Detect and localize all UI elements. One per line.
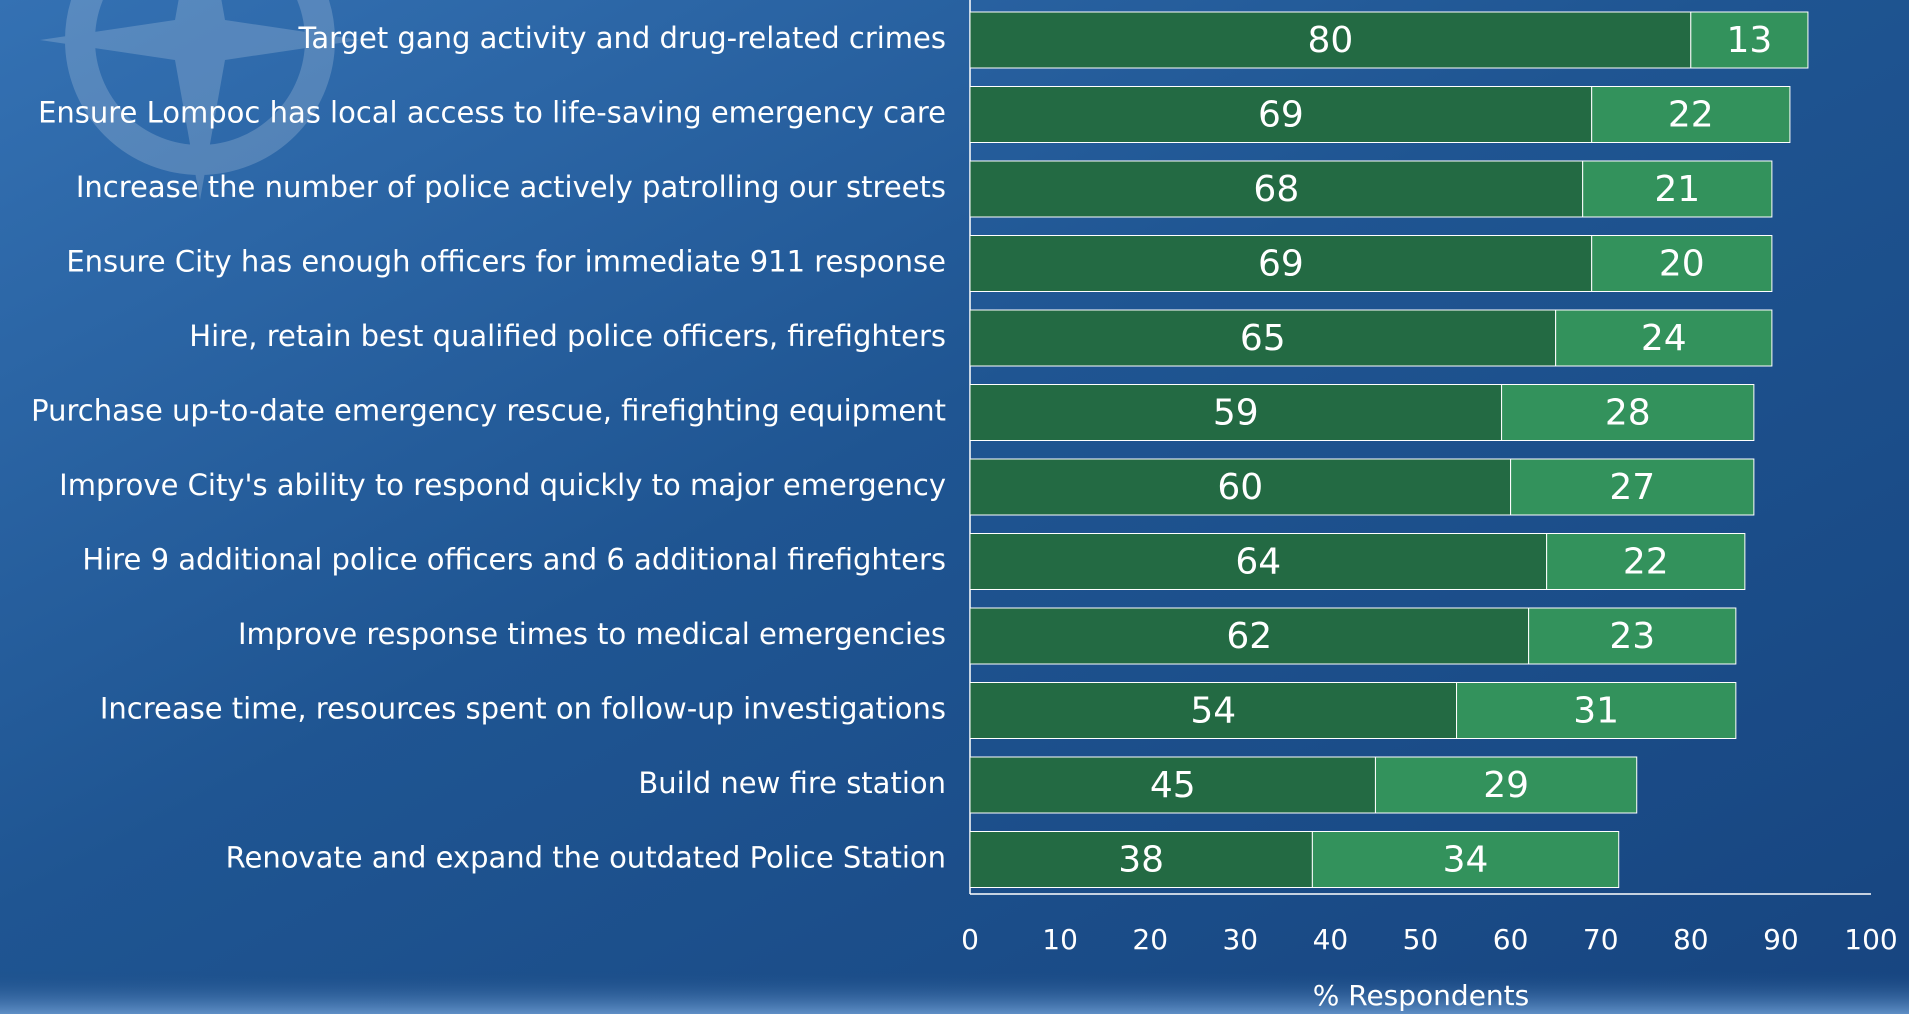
bar-segment	[1591, 235, 1773, 292]
data-label: 45	[1150, 765, 1196, 806]
category-label: Renovate and expand the outdated Police …	[226, 841, 946, 875]
category-label: Ensure City has enough officers for imme…	[66, 245, 946, 279]
category-label: Hire 9 additional police officers and 6 …	[82, 543, 946, 577]
category-label: Improve response times to medical emerge…	[238, 617, 946, 651]
bar-segment	[1582, 160, 1773, 218]
category-label: Target gang activity and drug-related cr…	[297, 21, 946, 55]
data-label: 69	[1258, 244, 1304, 285]
category-label: Build new fire station	[638, 766, 946, 800]
data-label: 28	[1605, 393, 1651, 434]
data-label: 22	[1668, 95, 1714, 136]
data-label: 22	[1623, 542, 1669, 583]
data-label: 38	[1118, 840, 1164, 881]
data-label: 31	[1573, 691, 1619, 732]
data-label: 64	[1235, 542, 1281, 583]
bar-segment	[1591, 86, 1791, 143]
category-label: Purchase up-to-date emergency rescue, fi…	[31, 394, 946, 428]
bar-segment	[969, 309, 1557, 367]
x-tick-label: 60	[1493, 923, 1529, 956]
bar-segment	[1690, 11, 1809, 69]
data-label: 59	[1213, 393, 1259, 434]
x-tick-label: 80	[1673, 923, 1709, 956]
data-label: 24	[1641, 318, 1687, 359]
data-label: 34	[1443, 840, 1489, 881]
data-label: 60	[1217, 467, 1263, 508]
category-label: Increase the number of police actively p…	[76, 170, 946, 204]
bar-segment	[969, 533, 1548, 590]
bar-segment	[1501, 384, 1755, 441]
bar-segment	[969, 384, 1503, 441]
category-label: Improve City's ability to respond quickl…	[59, 468, 946, 502]
bar-segment	[1456, 682, 1737, 739]
data-label: 62	[1226, 616, 1272, 657]
data-label: 23	[1609, 616, 1655, 657]
bar-segment	[1374, 756, 1638, 814]
category-label: Hire, retain best qualified police offic…	[189, 319, 946, 353]
category-label: Ensure Lompoc has local access to life-s…	[38, 96, 946, 130]
watermark	[40, 0, 360, 200]
bar-segment	[1311, 831, 1620, 888]
data-label: 29	[1483, 765, 1529, 806]
x-tick-label: 0	[961, 923, 979, 956]
bar-segment	[1510, 458, 1755, 516]
bar-segment	[969, 458, 1512, 516]
data-label: 20	[1659, 244, 1705, 285]
x-tick-label: 40	[1313, 923, 1349, 956]
data-label: 80	[1307, 20, 1353, 61]
x-tick-label: 50	[1403, 923, 1439, 956]
category-label: Increase time, resources spent on follow…	[100, 692, 946, 726]
data-label: 21	[1654, 169, 1700, 210]
data-label: 68	[1253, 169, 1299, 210]
x-tick-label: 30	[1222, 923, 1258, 956]
bar-segment	[969, 607, 1530, 665]
x-tick-label: 10	[1042, 923, 1078, 956]
x-tick-label: 90	[1763, 923, 1799, 956]
bar-segment	[1528, 607, 1737, 665]
footer-band	[0, 970, 1909, 1014]
bar-segment	[969, 682, 1458, 739]
x-tick-label: 20	[1132, 923, 1168, 956]
data-label: 65	[1240, 318, 1286, 359]
bar-segment	[969, 11, 1692, 69]
x-tick-label: 100	[1844, 923, 1897, 956]
data-label: 27	[1609, 467, 1655, 508]
bar-segment	[1555, 309, 1773, 367]
bar-segment	[969, 756, 1376, 814]
data-label: 54	[1190, 691, 1236, 732]
bar-segment	[969, 160, 1584, 218]
x-axis-title: % Respondents	[1313, 979, 1529, 1012]
bar-segment	[1546, 533, 1746, 590]
data-label: 13	[1726, 20, 1772, 61]
bar-segment	[969, 831, 1313, 888]
bar-segment	[969, 86, 1593, 143]
x-tick-label: 70	[1583, 923, 1619, 956]
data-label: 69	[1258, 95, 1304, 136]
